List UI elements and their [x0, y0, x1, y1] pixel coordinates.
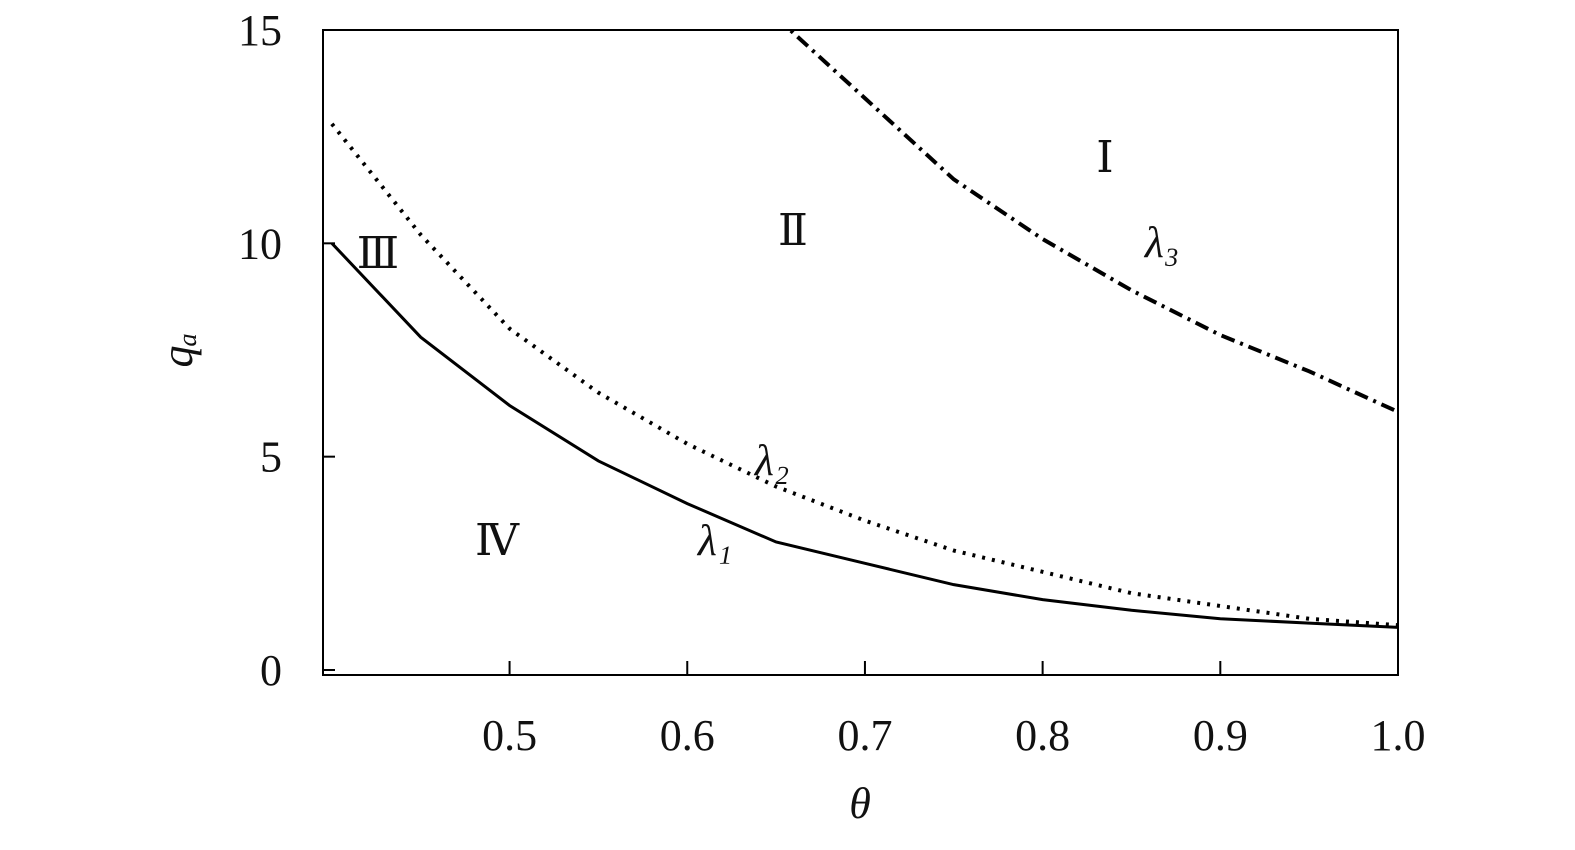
x-tick-label: 0.6: [660, 711, 715, 760]
y-axis-label: qₐ: [153, 333, 202, 368]
region-label: Ⅱ: [778, 206, 808, 255]
x-tick-label: 1.0: [1371, 711, 1426, 760]
x-axis-label: θ: [849, 779, 871, 828]
plot-frame: [322, 29, 1399, 676]
region-label: Ⅲ: [357, 229, 399, 278]
series-line: [330, 242, 1398, 629]
series-line: [330, 122, 1398, 628]
y-tick-label: 10: [238, 219, 282, 268]
series-label: λ₁: [696, 516, 732, 565]
y-tick-label: 15: [238, 6, 282, 55]
y-tick-label: 0: [260, 646, 282, 695]
series-line: [787, 30, 1398, 414]
x-tick-label: 0.7: [837, 711, 892, 760]
series-label: λ₂: [753, 436, 789, 485]
region-label: Ⅳ: [475, 516, 520, 565]
x-tick-label: 0.9: [1193, 711, 1248, 760]
region-label: Ⅰ: [1096, 133, 1113, 182]
series-label: λ₃: [1143, 218, 1179, 267]
x-tick-label: 0.5: [482, 711, 537, 760]
y-tick-label: 5: [260, 433, 282, 482]
x-tick-label: 0.8: [1015, 711, 1070, 760]
